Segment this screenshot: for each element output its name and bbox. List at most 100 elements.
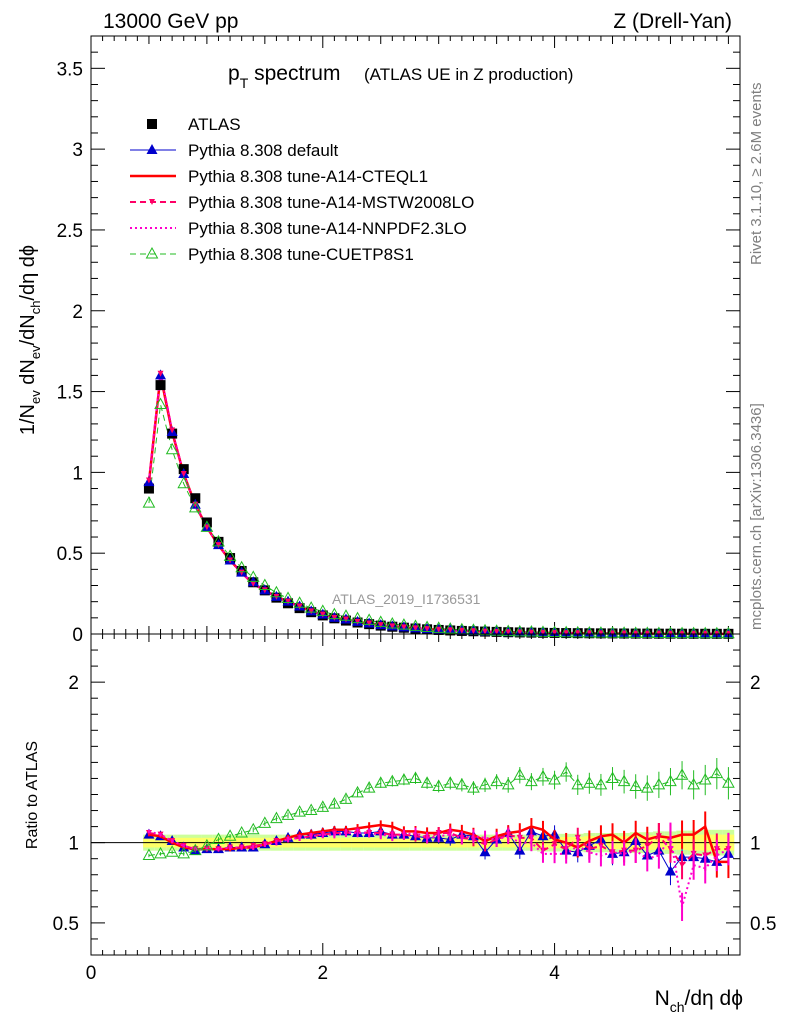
- data-point-mstw: [389, 623, 396, 630]
- ratio-point-cuetp8s1: [501, 777, 515, 790]
- data-point-mstw: [285, 598, 292, 605]
- data-point-cuetp8s1: [293, 596, 306, 608]
- y-tick-label: 2.5: [57, 221, 83, 242]
- ratio-y-tick-label: 0.5: [53, 914, 79, 935]
- rivet-version-label: Rivet 3.1.10, ≥ 2.6M events: [748, 83, 765, 266]
- data-point-mstw: [145, 477, 152, 484]
- data-point-mstw: [539, 629, 546, 636]
- ratio-frame: [90, 633, 741, 956]
- data-point-mstw: [470, 628, 477, 635]
- data-point-mstw: [621, 630, 628, 637]
- ratio-point-cuetp8s1: [525, 774, 538, 787]
- data-point-mstw: [516, 629, 523, 636]
- ratio-point-cuetp8s1: [513, 768, 527, 780]
- data-point-cuetp8s1: [154, 397, 167, 409]
- data-point-mstw: [296, 603, 303, 610]
- data-point-cuetp8s1: [142, 496, 156, 508]
- data-point-cuetp8s1: [270, 585, 283, 598]
- ratio-point-cuetp8s1: [223, 829, 237, 841]
- ratio-point-cuetp8s1: [443, 776, 457, 788]
- data-point-mstw: [551, 629, 558, 636]
- data-point-cuetp8s1: [385, 616, 399, 629]
- legend-label-nnpdf: Pythia 8.308 tune-A14-NNPDF2.3LO: [188, 219, 467, 238]
- data-point-mstw: [574, 630, 581, 637]
- data-point-mstw: [354, 618, 361, 625]
- ratio-point-cuetp8s1: [270, 811, 283, 824]
- data-point-mstw: [215, 542, 222, 549]
- data-point-mstw: [169, 427, 176, 434]
- data-point-mstw: [586, 630, 593, 637]
- x-tick-label: 4: [549, 963, 560, 984]
- ratio-point-cuetp8s1: [385, 774, 399, 787]
- ratio-point-cuetp8s1: [177, 846, 191, 859]
- y-tick-label: 3.5: [57, 59, 83, 80]
- data-point-mstw: [342, 616, 349, 623]
- ratio-point-cuetp8s1: [536, 769, 550, 782]
- ratio-point-cuetp8s1: [362, 781, 376, 793]
- data-point-atlas: [190, 493, 201, 504]
- data-point-cuetp8s1: [362, 613, 376, 625]
- ratio-point-cuetp8s1: [490, 774, 503, 787]
- ratio-point-cuetp8s1: [606, 771, 619, 783]
- ratio-y-tick-label: 2: [68, 673, 79, 694]
- ratio-point-cuetp8s1: [339, 792, 353, 804]
- ratio-point-cuetp8s1: [188, 843, 202, 856]
- data-point-cuetp8s1: [432, 621, 446, 633]
- ratio-point-cuetp8s1: [293, 805, 306, 817]
- ratio-point-cuetp8s1: [722, 776, 735, 788]
- ratio-point-cuetp8s1: [142, 848, 156, 860]
- data-point-mstw: [331, 614, 338, 621]
- y-tick-label: 2: [72, 302, 83, 323]
- ratio-point-cuetp8s1: [212, 832, 225, 844]
- legend-label-cuetp8s1: Pythia 8.308 tune-CUETP8S1: [188, 245, 414, 264]
- data-point-cuetp8s1: [409, 619, 422, 631]
- data-point-cuetp8s1: [246, 570, 260, 582]
- data-point-mstw: [192, 501, 199, 508]
- x-tick-label: 2: [317, 963, 328, 984]
- ratio-point-cuetp8s1: [420, 776, 434, 788]
- ratio-point-cuetp8s1: [594, 777, 608, 790]
- data-point-mstw: [424, 626, 431, 633]
- ratio-point-mstw: [644, 842, 651, 849]
- data-point-cuetp8s1: [258, 578, 272, 591]
- ratio-point-cuetp8s1: [467, 781, 480, 793]
- data-point-cuetp8s1: [235, 560, 249, 573]
- y-tick-label: 0.5: [57, 544, 83, 565]
- data-point-cuetp8s1: [177, 476, 191, 489]
- ratio-point-default: [664, 865, 676, 876]
- data-point-cuetp8s1: [339, 609, 353, 621]
- data-point-mstw: [597, 630, 604, 637]
- ratio-point-cuetp8s1: [687, 777, 700, 790]
- data-point-mstw: [493, 628, 500, 635]
- data-point-mstw: [563, 630, 570, 637]
- x-axis-label: Nch/dη dϕ: [655, 987, 743, 1015]
- data-point-cuetp8s1: [328, 607, 341, 620]
- data-point-cuetp8s1: [200, 520, 214, 532]
- ratio-point-cuetp8s1: [154, 846, 167, 859]
- ratio-point-cuetp8s1: [675, 768, 689, 780]
- ratio-point-cuetp8s1: [409, 771, 422, 783]
- data-point-cuetp8s1: [188, 500, 202, 513]
- data-point-cuetp8s1: [212, 534, 225, 547]
- ratio-point-cuetp8s1: [328, 797, 341, 809]
- ratio-point-cuetp8s1: [629, 779, 643, 791]
- data-point-mstw: [400, 624, 407, 631]
- ratio-point-cuetp8s1: [559, 764, 573, 777]
- header-right: Z (Drell-Yan): [613, 10, 732, 33]
- ratio-point-cuetp8s1: [455, 777, 469, 790]
- ratio-y-tick-label-right: 2: [750, 673, 761, 694]
- ratio-point-cuetp8s1: [397, 773, 411, 785]
- ratio-y-tick-label-right: 1: [750, 834, 761, 855]
- data-point-mstw: [203, 524, 210, 531]
- ratio-point-cuetp8s1: [316, 800, 330, 812]
- data-point-cuetp8s1: [304, 601, 318, 613]
- ratio-point-cuetp8s1: [698, 773, 712, 785]
- main-y-axis-label: 1/Nev dNev/dNch/dη dϕ: [17, 245, 43, 435]
- legend-marker-default: [146, 144, 158, 154]
- legend-label-default: Pythia 8.308 default: [188, 141, 339, 160]
- data-point-cuetp8s1: [443, 622, 457, 634]
- ratio-panel: 0 2 4 0.5 0.5 1 1 2 2: [53, 633, 776, 984]
- x-tick-label: 0: [86, 963, 97, 984]
- data-point-mstw: [261, 587, 268, 594]
- legend: ATLAS Pythia 8.308 default Pythia 8.308 tu…: [130, 115, 474, 264]
